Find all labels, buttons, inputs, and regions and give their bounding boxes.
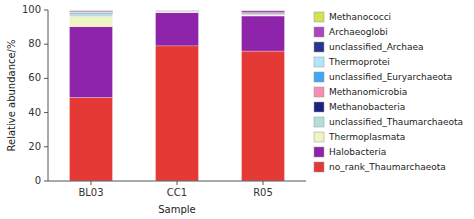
- y-tick-label: 0: [35, 175, 41, 186]
- bar-segment: [156, 11, 199, 12]
- bar-segment: [156, 13, 199, 46]
- bar-segment: [156, 10, 199, 11]
- bar-segment: [156, 11, 199, 12]
- legend-swatch: [314, 72, 324, 82]
- legend-swatch: [314, 12, 324, 22]
- bar-segment: [70, 11, 113, 13]
- legend-label: Archaeoglobi: [329, 27, 388, 37]
- bar-segment: [242, 15, 285, 17]
- y-axis: 0 20 40 60 80 100: [22, 4, 48, 186]
- bar-segment: [156, 10, 199, 11]
- legend-swatch: [314, 27, 324, 37]
- bar-segment: [242, 14, 285, 16]
- legend-swatch: [314, 147, 324, 157]
- x-tick: [91, 181, 92, 185]
- bar-segment: [70, 11, 113, 12]
- y-tick-label: 80: [28, 38, 41, 49]
- x-axis: BL03 CC1 R05: [78, 181, 272, 198]
- bar-segment: [70, 12, 113, 14]
- bar-segment: [242, 13, 285, 14]
- legend-label: unclassified_Euryarchaeota: [329, 72, 452, 82]
- bar-segment: [70, 27, 113, 98]
- x-tick-label: BL03: [78, 187, 103, 198]
- bar-segment: [70, 14, 113, 17]
- legend-label: Thermoprotei: [328, 57, 390, 67]
- legend-swatch: [314, 117, 324, 127]
- chart: 0 20 40 60 80 100 BL03 CC1 R05 Sample Relative abu…: [0, 0, 474, 219]
- bar-segment: [70, 10, 113, 12]
- y-axis-line: [48, 10, 49, 181]
- x-axis-title: Sample: [158, 204, 196, 215]
- x-tick: [177, 181, 178, 185]
- y-tick: [44, 78, 48, 79]
- bars: [70, 10, 285, 181]
- bar-segment: [242, 11, 285, 13]
- y-axis-title: Relative abundance/%: [6, 40, 17, 152]
- bar-segment: [70, 98, 113, 181]
- bar-segment: [70, 13, 113, 15]
- x-tick-label: R05: [253, 187, 273, 198]
- legend-label: Methanococci: [329, 12, 391, 22]
- bar-segment: [70, 17, 113, 27]
- y-tick: [44, 112, 48, 113]
- y-tick: [44, 146, 48, 147]
- bar-segment: [156, 11, 199, 12]
- y-tick: [44, 44, 48, 45]
- y-tick-label: 60: [28, 72, 41, 83]
- legend-swatch: [314, 162, 324, 172]
- x-tick-label: CC1: [167, 187, 187, 198]
- legend-label: Methanomicrobia: [329, 87, 407, 97]
- bar-segment: [242, 16, 285, 51]
- legend-swatch: [314, 87, 324, 97]
- legend-label: Thermoplasmata: [328, 132, 405, 142]
- bar-segment: [156, 11, 199, 12]
- legend-label: Halobacteria: [329, 147, 386, 157]
- legend-swatch: [314, 102, 324, 112]
- legend-swatch: [314, 42, 324, 52]
- legend-swatch: [314, 132, 324, 142]
- legend-label: unclassified_Thaumarchaeota: [329, 117, 463, 127]
- bar-segment: [242, 14, 285, 15]
- y-tick: [44, 10, 48, 11]
- legend-swatch: [314, 57, 324, 67]
- bar-segment: [242, 10, 285, 11]
- bar-segment: [70, 10, 113, 11]
- bar-segment: [242, 13, 285, 14]
- bar-segment: [70, 12, 113, 14]
- x-tick: [263, 181, 264, 185]
- bar-segment: [156, 10, 199, 11]
- legend-label: Methanobacteria: [329, 102, 405, 112]
- legend-label: unclassified_Archaea: [329, 42, 424, 52]
- y-tick: [44, 181, 48, 182]
- bar-segment: [242, 13, 285, 14]
- y-tick-label: 100: [22, 4, 41, 15]
- y-tick-label: 20: [28, 141, 41, 152]
- bar-segment: [242, 51, 285, 181]
- bar-segment: [156, 12, 199, 14]
- legend-label: no_rank_Thaumarchaeota: [329, 162, 446, 172]
- y-tick-label: 40: [28, 107, 41, 118]
- bar-segment: [156, 46, 199, 181]
- legend: Methanococci Archaeoglobi unclassified_Arc…: [314, 12, 463, 173]
- bar-segment: [156, 10, 199, 11]
